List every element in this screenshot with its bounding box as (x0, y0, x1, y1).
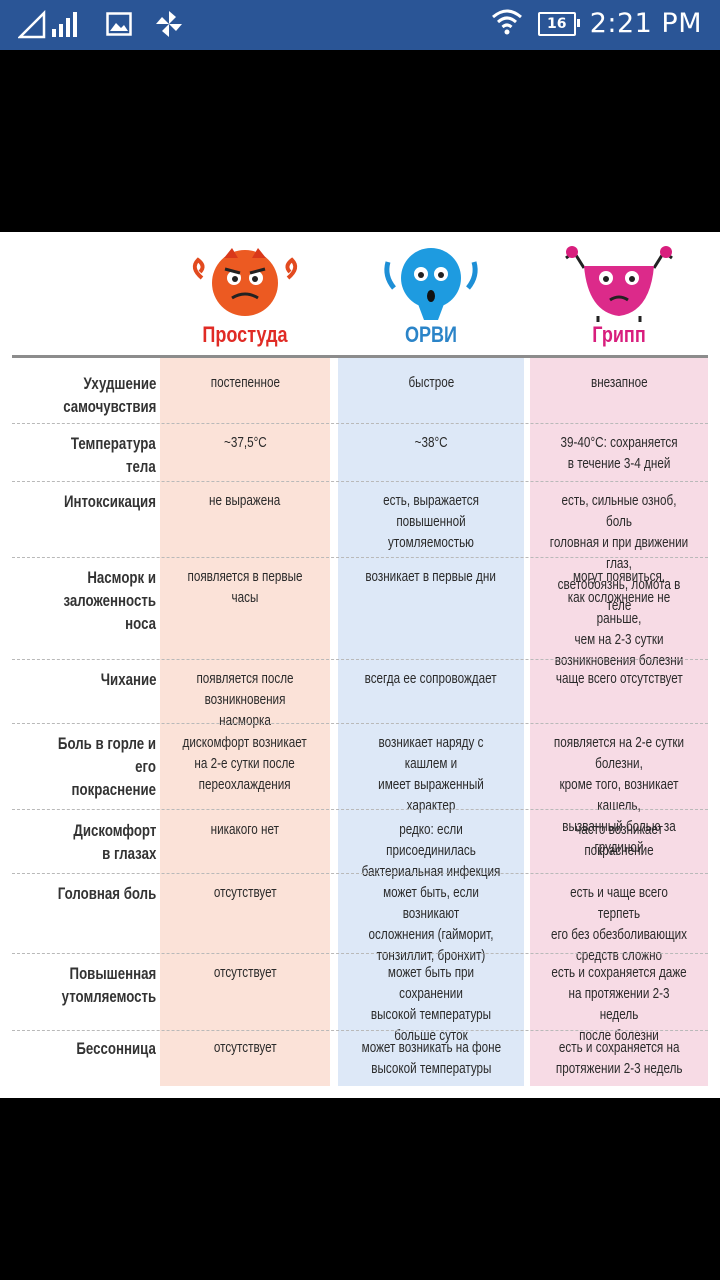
image-notification-icon (106, 12, 132, 41)
clock: 2:21 PM (589, 8, 702, 39)
column-orvi-background (338, 358, 524, 1086)
cell-flu: могут появиться, как осложнение не раньш… (554, 568, 684, 669)
flu-monster-icon (565, 246, 673, 322)
cell-orvi: всегда ее сопровождает (365, 670, 497, 687)
cell-cold: ~37,5°С (223, 434, 267, 451)
cell-cold: постепенное (210, 374, 280, 391)
cell-orvi: ~38°С (414, 434, 448, 451)
row-label: Боль в горле и его покраснение (57, 734, 156, 799)
cell-cold: отсутствует (213, 964, 277, 981)
cell-flu: чаще всего отсутствует (555, 670, 683, 687)
row-divider (12, 481, 708, 482)
column-title-orvi: ОРВИ (404, 322, 458, 347)
cell-cold: отсутствует (213, 1039, 277, 1056)
row-label: Бессонница (76, 1039, 156, 1058)
row-label: Головная боль (57, 884, 156, 903)
cell-cold: не выражена (209, 492, 281, 509)
table-row: Температура тела ~37,5°С ~38°С 39-40°С: сох… (0, 428, 720, 482)
cell-cold: никакого нет (210, 821, 280, 838)
table-row: Насморк и заложенность носа появляется в … (0, 562, 720, 669)
column-header-flu: Грипп (530, 238, 708, 356)
row-label: Интоксикация (63, 492, 156, 511)
table-row: Бессонница отсутствует может возникать на … (0, 1035, 720, 1086)
row-divider (12, 1030, 708, 1031)
row-divider (12, 809, 708, 810)
row-divider (12, 873, 708, 874)
table-row: Головная боль отсутствует может быть, если… (0, 878, 720, 964)
cell-orvi: возникает в первые дни (365, 568, 497, 585)
cell-cold: появляется в первые часы (187, 568, 303, 606)
row-label: Дискомфорт в глазах (73, 821, 156, 863)
cell-orvi: может быть, если возникают осложнения (г… (368, 884, 494, 964)
table-row: Боль в горле и его покраснение дискомфорт… (0, 728, 720, 856)
column-cold-background (160, 358, 330, 1086)
cell-flu: есть и чаще всего терпеть его без обезбо… (551, 884, 687, 964)
row-label: Насморк и заложенность носа (63, 568, 156, 633)
cell-orvi: быстрое (408, 374, 454, 391)
cell-flu: внезапное (590, 374, 648, 391)
cell-orvi: может быть при сохранении высокой темпер… (370, 964, 492, 1044)
cell-flu: 39-40°С: сохраняется в течение 3-4 дней (560, 434, 678, 472)
cell-cold: появляется после возникновения насморка (196, 670, 294, 729)
cell-orvi: редко: если присоединилась бактериальная… (361, 821, 501, 880)
cell-orvi: возникает наряду с кашлем и имеет выраже… (378, 734, 484, 814)
column-header-orvi: ОРВИ (338, 238, 524, 356)
signal-icon (16, 9, 84, 44)
table-row: Повышенная утомляемость отсутствует может … (0, 958, 720, 1044)
pinwheel-icon (154, 9, 184, 44)
cell-flu: есть и сохраняется даже на протяжении 2-… (551, 964, 687, 1044)
row-label: Чихание (100, 670, 156, 689)
cell-cold: дискомфорт возникает на 2-е сутки после … (182, 734, 308, 793)
row-divider (12, 423, 708, 424)
cell-cold: отсутствует (213, 884, 277, 901)
table-row: Дискомфорт в глазах никакого нет редко: ес… (0, 815, 720, 880)
cell-flu: есть и сохраняется на протяжении 2-3 нед… (555, 1039, 683, 1077)
row-divider (12, 723, 708, 724)
row-divider (12, 953, 708, 954)
cold-monster-icon (192, 248, 298, 316)
row-label: Ухудшение самочувствия (62, 374, 156, 416)
table-row: Чихание появляется после возникновения на… (0, 664, 720, 729)
table-header: Простуда ОРВИ Грипп (0, 238, 720, 356)
row-label: Повышенная утомляемость (61, 964, 156, 1006)
cell-flu: появляется на 2-е сутки болезни, кроме т… (553, 734, 685, 856)
column-header-cold: Простуда (160, 238, 330, 356)
wifi-icon (490, 6, 524, 41)
cell-flu: часто возникает покраснение (575, 821, 663, 859)
column-title-flu: Грипп (592, 322, 646, 347)
column-title-cold: Простуда (202, 322, 288, 347)
column-flu-background (530, 358, 708, 1086)
header-divider (12, 355, 708, 358)
row-divider (12, 557, 708, 558)
status-bar: 16 2:21 PM (0, 0, 720, 50)
cell-orvi: есть, выражается повышенной утомляемость… (383, 492, 479, 551)
battery-icon: 16 (537, 11, 580, 36)
table-row: Ухудшение самочувствия постепенное быстрое… (0, 368, 720, 424)
row-label: Температура тела (71, 434, 156, 476)
cell-flu: есть, сильные озноб, боль головная и при… (549, 492, 689, 614)
row-divider (12, 659, 708, 660)
cell-orvi: может возникать на фоне высокой температ… (361, 1039, 501, 1077)
orvi-monster-icon (384, 248, 478, 320)
table-row: Интоксикация не выражена есть, выражается … (0, 486, 720, 614)
